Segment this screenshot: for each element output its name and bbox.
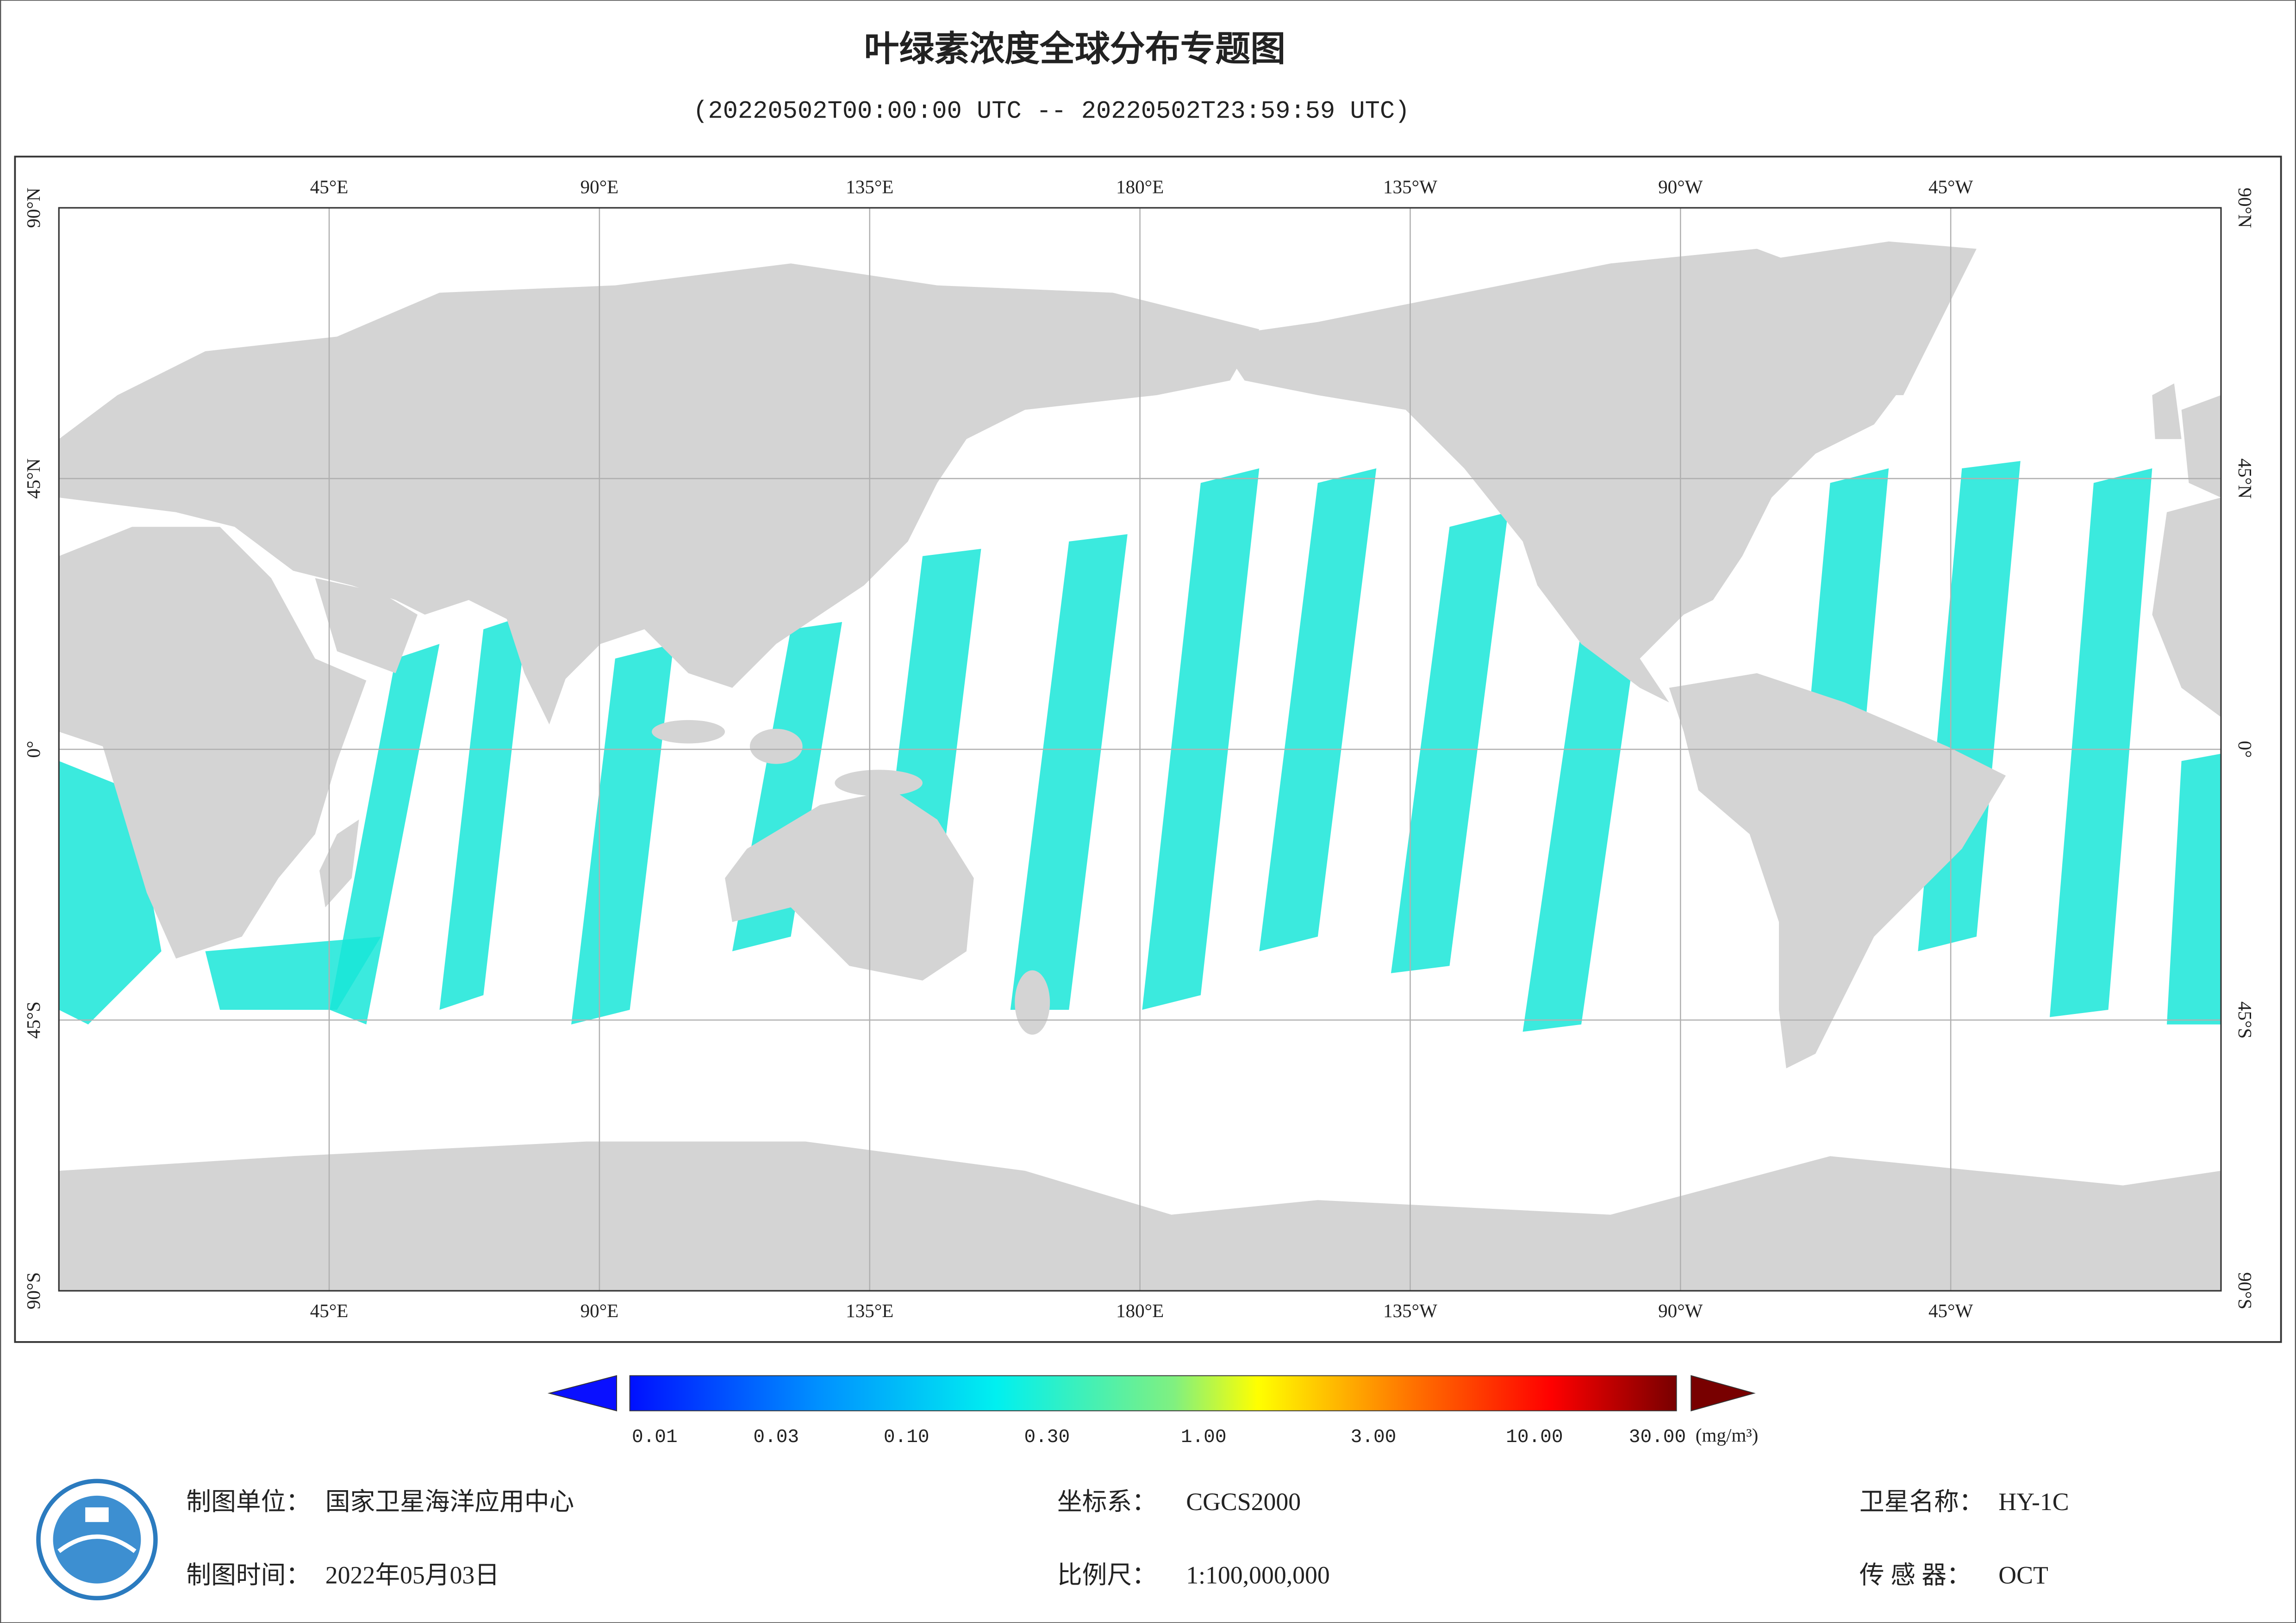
lon-label-bottom: 90°E [580,1300,619,1321]
footer-value: HY-1C [1998,1488,2069,1516]
lat-label-left: 90°N [23,187,44,228]
lon-label-bottom: 90°W [1658,1300,1703,1321]
colorbar: 0.01 0.03 0.10 0.30 1.00 3.00 10.00 30.00 (mg/m³… [547,1375,1758,1448]
graticule: 45°E 45°E 90°E 90°E 135°E 135°E 180°E 180°E 135°… [23,176,2256,1321]
colorbar-label: 3.00 [1351,1427,1397,1448]
lon-label-bottom: 135°E [846,1300,893,1321]
lat-label-left: 45°N [23,458,44,498]
lon-label-top: 45°W [1928,176,1973,197]
lat-label-right: 45°S [2234,1001,2256,1038]
lon-label-top: 90°E [580,176,619,197]
subtitle: (20220502T00:00:00 UTC -- 20220502T23:59… [693,98,1410,126]
lon-label-bottom: 180°E [1116,1300,1164,1321]
footer-label: 坐标系： [1057,1488,1157,1516]
lon-label-top: 45°E [310,176,349,197]
lat-label-right: 45°N [2234,458,2256,498]
lon-label-top: 90°W [1658,176,1703,197]
colorbar-label: 0.30 [1024,1427,1070,1448]
lon-label-bottom: 45°W [1928,1300,1973,1321]
colorbar-label: 0.01 [632,1427,678,1448]
lon-label-top: 135°E [846,176,893,197]
colorbar-unit: (mg/m³) [1696,1424,1759,1446]
footer-value: 2022年05月03日 [325,1561,499,1589]
lon-label-bottom: 45°E [310,1300,349,1321]
logo [36,1479,158,1600]
map-border [58,207,2222,1292]
lat-label-right: 90°N [2234,187,2256,228]
footer-value: OCT [1998,1561,2048,1589]
footer-label: 制图单位： [186,1488,311,1516]
footer: 制图单位： 国家卫星海洋应用中心 制图时间： 2022年05月03日 坐标系： … [36,1479,2069,1600]
lat-label-right: 0° [2234,741,2256,758]
map: 45°E 45°E 90°E 90°E 135°E 135°E 180°E 180°E 135°… [23,176,2256,1321]
colorbar-label: 1.00 [1181,1427,1227,1448]
footer-label: 传 感 器： [1859,1561,1972,1589]
title: 叶绿素浓度全球分布专题图 [864,29,1286,69]
lon-label-top: 135°W [1383,176,1437,197]
lat-label-left: 45°S [23,1001,44,1038]
lon-label-top: 180°E [1116,176,1164,197]
footer-value: CGCS2000 [1186,1488,1301,1516]
lon-label-bottom: 135°W [1383,1300,1437,1321]
footer-label: 比例尺： [1057,1561,1157,1589]
colorbar-high-arrow [1691,1375,1756,1412]
colorbar-label: 0.03 [753,1427,799,1448]
colorbar-label: 0.10 [884,1427,930,1448]
footer-label: 制图时间： [186,1561,311,1589]
footer-label: 卫星名称： [1859,1488,1984,1516]
colorbar-label: 10.00 [1506,1427,1563,1448]
colorbar-label: 30.00 [1629,1427,1686,1448]
footer-value: 1:100,000,000 [1186,1561,1330,1589]
lat-label-left: 90°S [23,1272,44,1309]
colorbar-ramp [629,1375,1677,1412]
colorbar-labels: 0.01 0.03 0.10 0.30 1.00 3.00 10.00 30.00 (mg/m³… [632,1424,1758,1448]
footer-value: 国家卫星海洋应用中心 [325,1488,574,1516]
lat-label-right: 90°S [2234,1272,2256,1309]
colorbar-low-arrow [547,1375,618,1412]
lat-label-left: 0° [23,741,44,758]
